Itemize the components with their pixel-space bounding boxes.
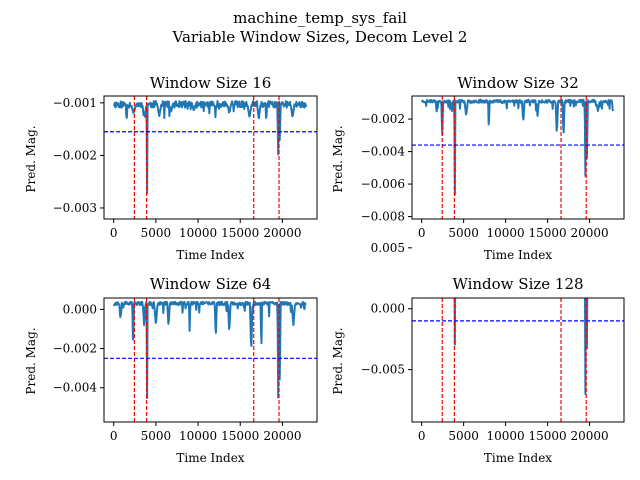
axes-frame — [103, 95, 318, 220]
y-tick-label: −0.004 — [53, 381, 98, 395]
x-tick-label: 5000 — [141, 429, 172, 443]
y-tick-label: −0.008 — [361, 210, 405, 224]
subplot-title: Window Size 16 — [150, 74, 272, 92]
x-axis-label: Time Index — [484, 248, 552, 262]
x-tick-label: 10000 — [179, 226, 217, 240]
x-tick-label: 5000 — [448, 226, 479, 240]
x-tick-label: 15000 — [529, 226, 567, 240]
x-axis-label: Time Index — [484, 451, 552, 465]
subplot-title: Window Size 32 — [457, 74, 579, 92]
x-axis-label: Time Index — [176, 451, 244, 465]
y-tick-label: −0.002 — [53, 148, 97, 162]
x-tick-label: 15000 — [221, 226, 259, 240]
x-tick-label: 15000 — [221, 429, 259, 443]
x-tick-label: 10000 — [487, 429, 525, 443]
y-axis-label: Pred. Mag. — [24, 327, 38, 394]
y-tick-label: −0.005 — [361, 363, 405, 377]
subplot-window-128: Window Size 128 Time Index Pred. Mag. 0 5… — [331, 241, 625, 465]
series-line-0 — [440, 298, 589, 395]
y-tick-label: −0.003 — [53, 201, 97, 215]
series-line-0 — [112, 300, 307, 400]
x-tick-label: 20000 — [570, 226, 608, 240]
x-tick-label: 20000 — [263, 226, 301, 240]
y-tick-label: 0.000 — [63, 302, 97, 316]
plot-area — [104, 298, 317, 422]
axes-frame — [411, 297, 625, 423]
axes-frame — [103, 297, 318, 423]
subplot-window-32: Window Size 32 Time Index Pred. Mag. 0 50… — [331, 74, 625, 262]
subplot-window-16: Window Size 16 Time Index Pred. Mag. 0 50… — [24, 74, 318, 262]
y-tick-label: −0.002 — [361, 112, 405, 126]
x-tick-label: 20000 — [263, 429, 301, 443]
plot-area — [412, 298, 624, 422]
x-tick-label: 0 — [418, 226, 426, 240]
x-axis-label: Time Index — [176, 248, 244, 262]
subplot-title: Window Size 128 — [452, 275, 583, 293]
x-tick-label: 5000 — [448, 429, 479, 443]
subplot-title: Window Size 64 — [150, 275, 272, 293]
y-tick-label: −0.002 — [53, 342, 97, 356]
series-line-0 — [420, 98, 615, 196]
x-tick-label: 0 — [418, 429, 426, 443]
x-tick-label: 10000 — [179, 429, 217, 443]
series-line-0 — [112, 100, 308, 194]
y-axis-label: Pred. Mag. — [331, 327, 345, 394]
subplot-window-64: Window Size 64 Time Index Pred. Mag. 0 50… — [24, 275, 318, 465]
x-tick-label: 0 — [110, 429, 118, 443]
plot-area — [104, 96, 317, 219]
y-tick-label: −0.001 — [53, 96, 97, 110]
x-tick-label: 15000 — [529, 429, 567, 443]
figure-title: machine_temp_sys_fail — [233, 9, 407, 27]
y-tick-label: −0.004 — [361, 145, 406, 159]
y-axis-label: Pred. Mag. — [331, 125, 345, 192]
axes-frame — [411, 95, 625, 220]
y-axis-label: Pred. Mag. — [24, 125, 38, 192]
x-tick-label: 0 — [110, 226, 118, 240]
x-tick-label: 20000 — [570, 429, 608, 443]
y-tick-label: 0.000 — [371, 302, 405, 316]
x-tick-label: 10000 — [487, 226, 525, 240]
plot-area — [412, 96, 624, 219]
y-tick-label: −0.006 — [361, 177, 405, 191]
figure-subtitle: Variable Window Sizes, Decom Level 2 — [172, 28, 468, 46]
x-tick-label: 5000 — [141, 226, 172, 240]
y-tick-label: 0.005 — [371, 241, 405, 255]
